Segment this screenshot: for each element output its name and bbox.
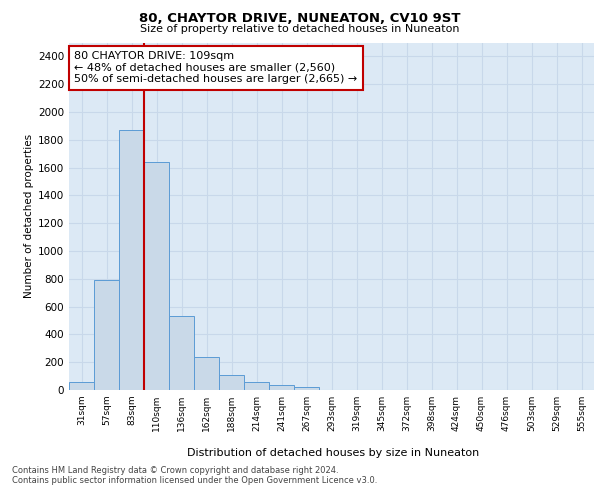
Bar <box>94 280 119 390</box>
Y-axis label: Number of detached properties: Number of detached properties <box>24 134 34 298</box>
Text: 80, CHAYTOR DRIVE, NUNEATON, CV10 9ST: 80, CHAYTOR DRIVE, NUNEATON, CV10 9ST <box>139 12 461 24</box>
Text: Size of property relative to detached houses in Nuneaton: Size of property relative to detached ho… <box>140 24 460 34</box>
Text: Contains public sector information licensed under the Open Government Licence v3: Contains public sector information licen… <box>12 476 377 485</box>
Bar <box>269 385 294 390</box>
Bar <box>294 387 319 390</box>
Bar <box>69 382 94 390</box>
Bar <box>169 316 194 390</box>
Bar <box>219 374 244 390</box>
Bar <box>119 130 144 390</box>
Text: Contains HM Land Registry data © Crown copyright and database right 2024.: Contains HM Land Registry data © Crown c… <box>12 466 338 475</box>
Bar <box>194 356 219 390</box>
Bar <box>144 162 169 390</box>
Bar <box>244 382 269 390</box>
Text: 80 CHAYTOR DRIVE: 109sqm
← 48% of detached houses are smaller (2,560)
50% of sem: 80 CHAYTOR DRIVE: 109sqm ← 48% of detach… <box>74 51 358 84</box>
Text: Distribution of detached houses by size in Nuneaton: Distribution of detached houses by size … <box>187 448 479 458</box>
